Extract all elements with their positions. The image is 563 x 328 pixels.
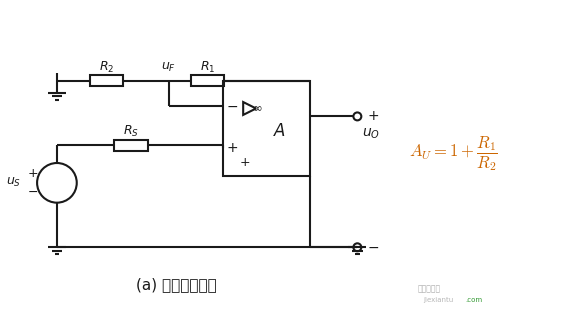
Text: jiexiantu: jiexiantu [423, 297, 454, 303]
Text: $R_2$: $R_2$ [99, 60, 114, 75]
Text: $+$: $+$ [239, 155, 250, 169]
Bar [90, 75, 123, 86]
Text: $+$: $+$ [26, 167, 38, 180]
Text: $u_O$: $u_O$ [363, 127, 381, 141]
Text: $-$: $-$ [26, 185, 38, 198]
Text: $R_S$: $R_S$ [123, 124, 139, 139]
Text: (a) 同相比例放大: (a) 同相比例放大 [136, 277, 216, 293]
Text: $R_1$: $R_1$ [200, 60, 215, 75]
Text: $+$: $+$ [367, 110, 379, 123]
Text: $u_S$: $u_S$ [6, 176, 21, 189]
Text: $-$: $-$ [226, 98, 239, 113]
Text: $-$: $-$ [367, 240, 379, 254]
Text: $\infty$: $\infty$ [252, 101, 262, 114]
Bar [222, 81, 310, 176]
Text: $u_F$: $u_F$ [162, 61, 176, 74]
Text: $A$: $A$ [274, 122, 287, 140]
Text: $+$: $+$ [226, 141, 239, 155]
Bar [191, 75, 225, 86]
Text: .com: .com [465, 297, 482, 303]
Text: $A_U = 1 + \dfrac{R_1}{R_2}$: $A_U = 1 + \dfrac{R_1}{R_2}$ [409, 133, 498, 173]
Text: 电子发烧友: 电子发烧友 [417, 284, 440, 294]
Bar [114, 140, 148, 151]
